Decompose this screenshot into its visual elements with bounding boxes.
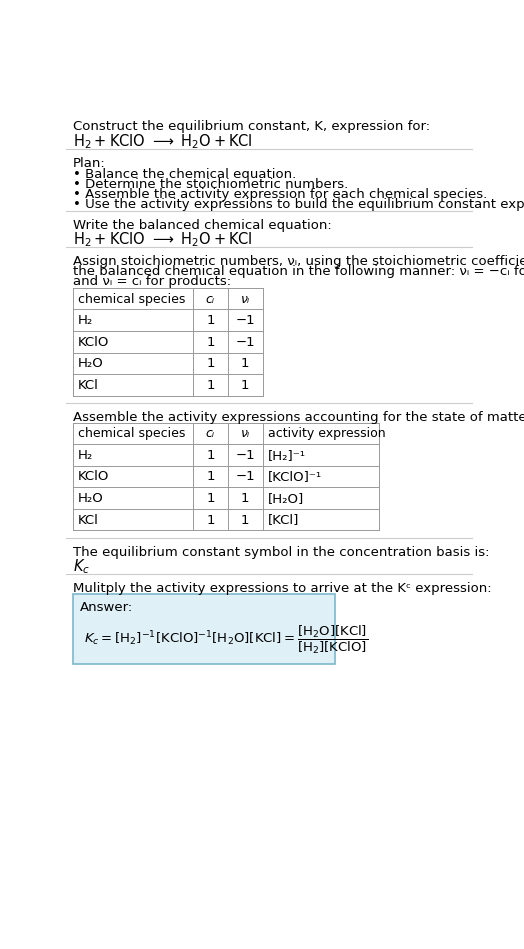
Text: KClO: KClO [78, 336, 110, 348]
Text: KCl: KCl [78, 513, 99, 527]
Text: Mulitply the activity expressions to arrive at the Kᶜ expression:: Mulitply the activity expressions to arr… [73, 582, 492, 595]
Text: [KClO]⁻¹: [KClO]⁻¹ [268, 471, 322, 483]
Text: cᵢ: cᵢ [206, 427, 215, 440]
Text: [H₂]⁻¹: [H₂]⁻¹ [268, 449, 306, 462]
Text: • Balance the chemical equation.: • Balance the chemical equation. [73, 168, 297, 180]
Text: $K_c = [\mathrm{H_2}]^{-1}[\mathrm{KClO}]^{-1}[\mathrm{H_2O}][\mathrm{KCl}] = \d: $K_c = [\mathrm{H_2}]^{-1}[\mathrm{KClO}… [84, 623, 368, 656]
Text: The equilibrium constant symbol in the concentration basis is:: The equilibrium constant symbol in the c… [73, 546, 490, 559]
Text: $K_c$: $K_c$ [73, 557, 90, 576]
Text: $\mathrm{H_2 + KClO\ {\longrightarrow}\ H_2O + KCl}$: $\mathrm{H_2 + KClO\ {\longrightarrow}\ … [73, 132, 253, 151]
Text: chemical species: chemical species [78, 427, 185, 440]
Text: $\mathrm{H_2 + KClO\ {\longrightarrow}\ H_2O + KCl}$: $\mathrm{H_2 + KClO\ {\longrightarrow}\ … [73, 231, 253, 249]
Text: Answer:: Answer: [80, 601, 133, 613]
Text: 1: 1 [241, 492, 249, 505]
Text: the balanced chemical equation in the following manner: νᵢ = −cᵢ for reactants: the balanced chemical equation in the fo… [73, 265, 524, 278]
Text: 1: 1 [206, 314, 215, 327]
Text: Construct the equilibrium constant, K, expression for:: Construct the equilibrium constant, K, e… [73, 120, 430, 133]
Text: 1: 1 [206, 357, 215, 370]
Text: [H₂O]: [H₂O] [268, 492, 304, 505]
Text: [KCl]: [KCl] [268, 513, 299, 527]
Text: 1: 1 [206, 513, 215, 527]
FancyBboxPatch shape [73, 594, 335, 663]
Text: Plan:: Plan: [73, 157, 106, 170]
Text: 1: 1 [206, 379, 215, 392]
Text: • Assemble the activity expression for each chemical species.: • Assemble the activity expression for e… [73, 188, 487, 201]
Text: νᵢ: νᵢ [241, 427, 250, 440]
Text: 1: 1 [206, 492, 215, 505]
Text: H₂: H₂ [78, 314, 93, 327]
Text: H₂O: H₂O [78, 357, 104, 370]
Text: Assemble the activity expressions accounting for the state of matter and νᵢ:: Assemble the activity expressions accoun… [73, 411, 524, 424]
Text: • Use the activity expressions to build the equilibrium constant expression.: • Use the activity expressions to build … [73, 197, 524, 211]
Text: KCl: KCl [78, 379, 99, 392]
Text: H₂: H₂ [78, 449, 93, 462]
Text: activity expression: activity expression [268, 427, 385, 440]
Text: −1: −1 [235, 336, 255, 348]
Text: −1: −1 [235, 314, 255, 327]
Text: Assign stoichiometric numbers, νᵢ, using the stoichiometric coefficients, cᵢ, fr: Assign stoichiometric numbers, νᵢ, using… [73, 254, 524, 268]
Text: 1: 1 [241, 357, 249, 370]
Text: Write the balanced chemical equation:: Write the balanced chemical equation: [73, 218, 332, 232]
Text: and νᵢ = cᵢ for products:: and νᵢ = cᵢ for products: [73, 275, 232, 288]
Text: 1: 1 [241, 379, 249, 392]
Text: 1: 1 [206, 471, 215, 483]
Text: −1: −1 [235, 471, 255, 483]
Text: • Determine the stoichiometric numbers.: • Determine the stoichiometric numbers. [73, 177, 348, 191]
Text: 1: 1 [206, 449, 215, 462]
Text: H₂O: H₂O [78, 492, 104, 505]
Text: cᵢ: cᵢ [206, 292, 215, 306]
Text: νᵢ: νᵢ [241, 292, 250, 306]
Text: KClO: KClO [78, 471, 110, 483]
Text: 1: 1 [206, 336, 215, 348]
Text: 1: 1 [241, 513, 249, 527]
Text: −1: −1 [235, 449, 255, 462]
Text: chemical species: chemical species [78, 292, 185, 306]
